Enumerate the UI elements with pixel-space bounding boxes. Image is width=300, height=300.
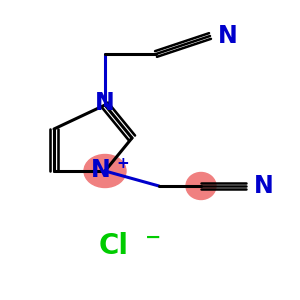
Text: N: N (95, 92, 115, 116)
Text: −: − (145, 227, 161, 247)
Text: N: N (254, 174, 273, 198)
Text: N: N (218, 24, 237, 48)
Ellipse shape (84, 154, 126, 188)
Text: N: N (91, 158, 110, 182)
Text: Cl: Cl (99, 232, 129, 260)
Text: +: + (116, 156, 129, 171)
Ellipse shape (186, 172, 216, 200)
